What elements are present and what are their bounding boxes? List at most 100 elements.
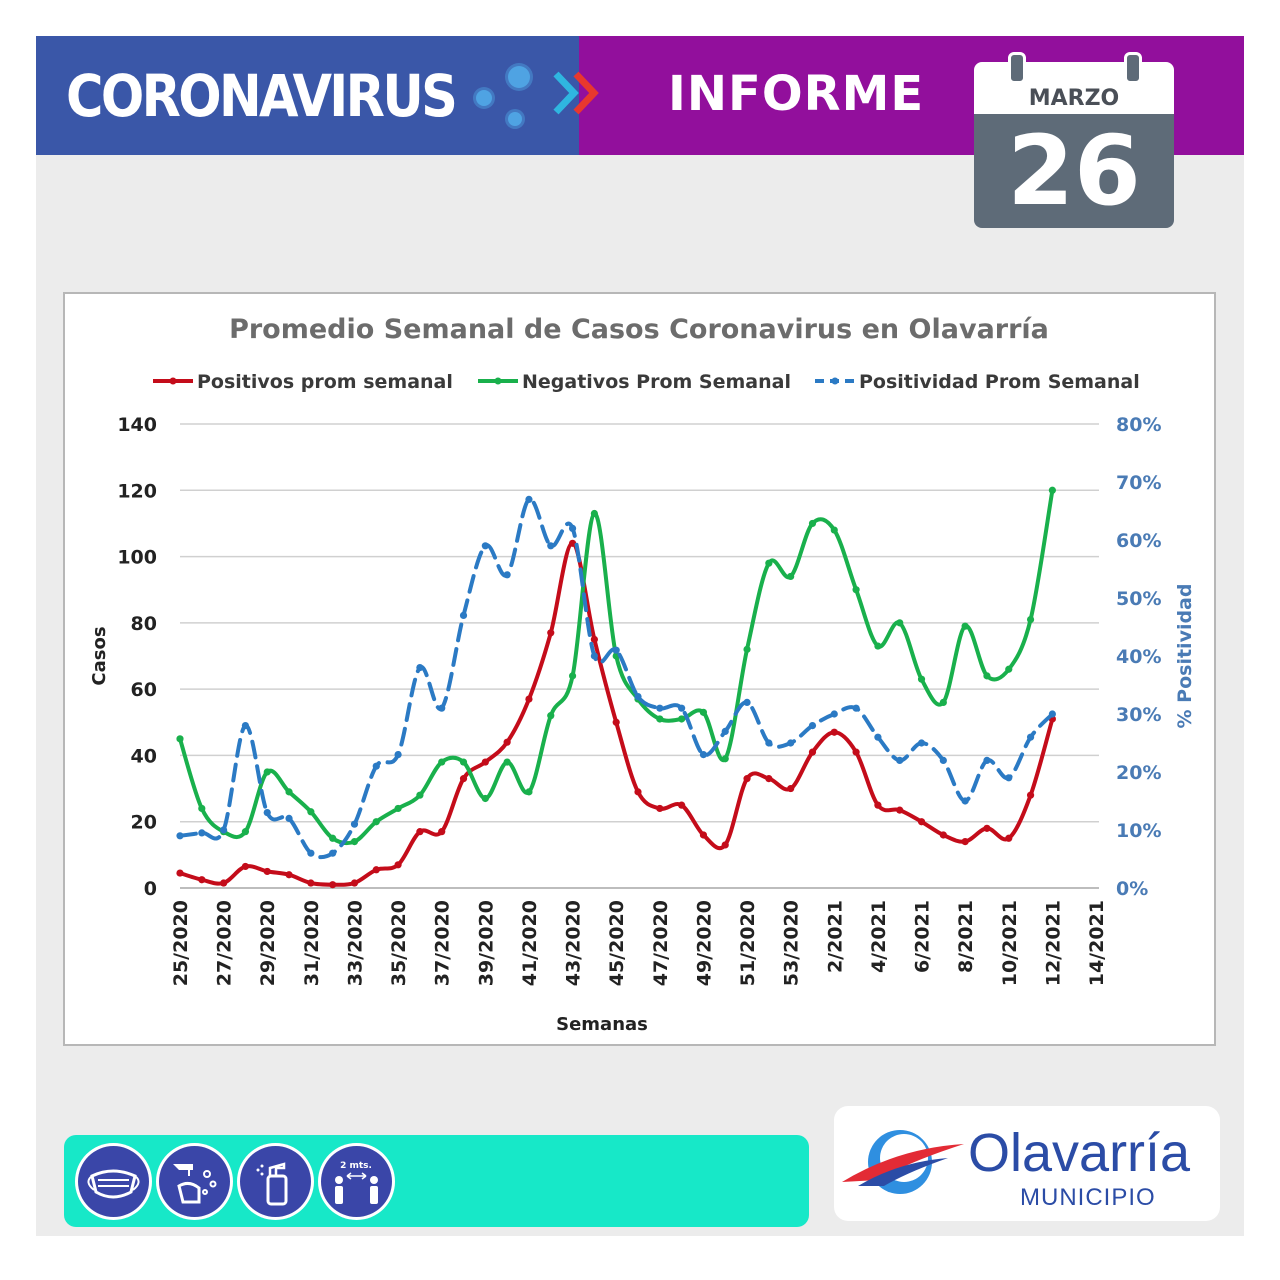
y2-tick-label: 10% — [1116, 820, 1161, 842]
x-tick-label: 12/2021 — [1042, 900, 1064, 986]
data-point-1 — [329, 834, 337, 842]
y-tick-label: 140 — [117, 414, 157, 436]
data-point-2 — [787, 739, 795, 747]
calendar-day: 26 — [1007, 115, 1141, 227]
data-point-0 — [699, 831, 708, 839]
data-point-2 — [1005, 774, 1013, 782]
data-point-2 — [1026, 733, 1035, 741]
data-point-0 — [852, 748, 860, 756]
data-point-2 — [481, 542, 489, 550]
data-point-1 — [1048, 486, 1056, 494]
data-point-0 — [525, 695, 533, 703]
social-distance-icon: 2 mts. — [321, 1146, 392, 1217]
data-point-0 — [481, 758, 489, 766]
x-tick-label: 43/2020 — [563, 900, 585, 986]
data-point-1 — [372, 818, 380, 826]
y2-tick-label: 40% — [1116, 646, 1161, 668]
data-point-1 — [459, 758, 468, 766]
data-point-1 — [699, 708, 708, 716]
data-point-0 — [372, 866, 380, 874]
legend-marker-1 — [494, 377, 502, 385]
data-point-0 — [678, 801, 686, 809]
data-point-1 — [198, 804, 206, 813]
data-point-1 — [830, 526, 838, 534]
data-point-1 — [961, 622, 969, 630]
data-point-0 — [241, 862, 250, 871]
data-point-1 — [612, 652, 620, 660]
data-point-2 — [699, 751, 708, 759]
x-tick-label: 35/2020 — [388, 900, 410, 986]
data-point-2 — [678, 704, 686, 712]
y2-tick-label: 30% — [1116, 704, 1161, 726]
x-tick-label: 33/2020 — [344, 900, 366, 986]
data-point-0 — [503, 738, 511, 746]
data-point-2 — [394, 751, 402, 759]
data-point-1 — [416, 791, 424, 799]
legend-marker-2 — [831, 377, 839, 385]
data-point-0 — [961, 838, 969, 846]
x-tick-label: 39/2020 — [475, 900, 497, 986]
data-point-1 — [285, 788, 293, 796]
data-point-0 — [656, 804, 664, 813]
logo-sub: MUNICIPIO — [1020, 1184, 1156, 1211]
x-tick-label: 47/2020 — [650, 900, 672, 986]
data-point-2 — [503, 571, 511, 579]
data-point-0 — [220, 879, 228, 887]
data-point-2 — [263, 809, 271, 817]
data-point-2 — [830, 710, 838, 718]
y-tick-label: 80 — [131, 613, 157, 635]
data-point-2 — [896, 756, 904, 764]
x-tick-label: 31/2020 — [301, 900, 323, 986]
data-point-2 — [634, 693, 642, 701]
chevron-right-icon — [553, 71, 599, 115]
x-axis-title: Semanas — [556, 1014, 648, 1035]
data-point-2 — [590, 652, 598, 660]
x-tick-label: 8/2021 — [955, 900, 977, 973]
y2-tick-label: 50% — [1116, 588, 1161, 610]
data-point-2 — [917, 739, 926, 747]
data-point-1 — [678, 715, 686, 723]
data-point-2 — [307, 849, 315, 857]
data-point-2 — [198, 829, 206, 837]
handwash-icon — [159, 1146, 230, 1217]
data-point-1 — [852, 586, 860, 594]
data-point-2 — [525, 495, 533, 503]
sanitizer-icon — [240, 1146, 311, 1217]
data-point-1 — [590, 509, 598, 518]
x-tick-label: 2/2021 — [824, 900, 846, 973]
data-point-2 — [416, 664, 424, 672]
data-point-0 — [198, 876, 206, 884]
y2-tick-label: 60% — [1116, 530, 1161, 552]
data-point-1 — [765, 559, 773, 567]
calendar-month: MARZO — [1028, 86, 1120, 111]
series-line-0 — [178, 541, 1055, 887]
chart-title: Promedio Semanal de Casos Coronavirus en… — [229, 314, 1049, 345]
data-point-1 — [743, 645, 751, 653]
x-tick-label: 4/2021 — [868, 900, 890, 973]
data-point-2 — [547, 542, 555, 550]
data-point-0 — [1026, 791, 1035, 799]
data-point-0 — [896, 806, 904, 814]
data-point-0 — [590, 635, 598, 644]
x-tick-label: 51/2020 — [737, 900, 759, 986]
data-point-2 — [176, 832, 184, 840]
data-point-2 — [438, 704, 446, 712]
x-tick-label: 45/2020 — [606, 900, 628, 986]
x-tick-label: 10/2021 — [999, 900, 1021, 986]
data-point-0 — [1005, 834, 1013, 842]
data-point-1 — [547, 712, 555, 720]
legend-label-1: Negativos Prom Semanal — [522, 371, 791, 393]
data-point-0 — [743, 775, 751, 783]
y-axis-title: Casos — [89, 626, 110, 685]
legend-marker-0 — [169, 377, 177, 385]
data-point-0 — [612, 718, 620, 726]
chart-panel — [63, 292, 1216, 1046]
data-point-2 — [329, 849, 337, 857]
data-point-2 — [656, 704, 664, 712]
data-point-1 — [1026, 615, 1035, 624]
legend-label-0: Positivos prom semanal — [197, 371, 453, 393]
data-point-2 — [459, 611, 468, 619]
data-point-0 — [939, 831, 947, 839]
data-point-2 — [808, 722, 817, 730]
section-title: INFORME — [668, 66, 925, 122]
